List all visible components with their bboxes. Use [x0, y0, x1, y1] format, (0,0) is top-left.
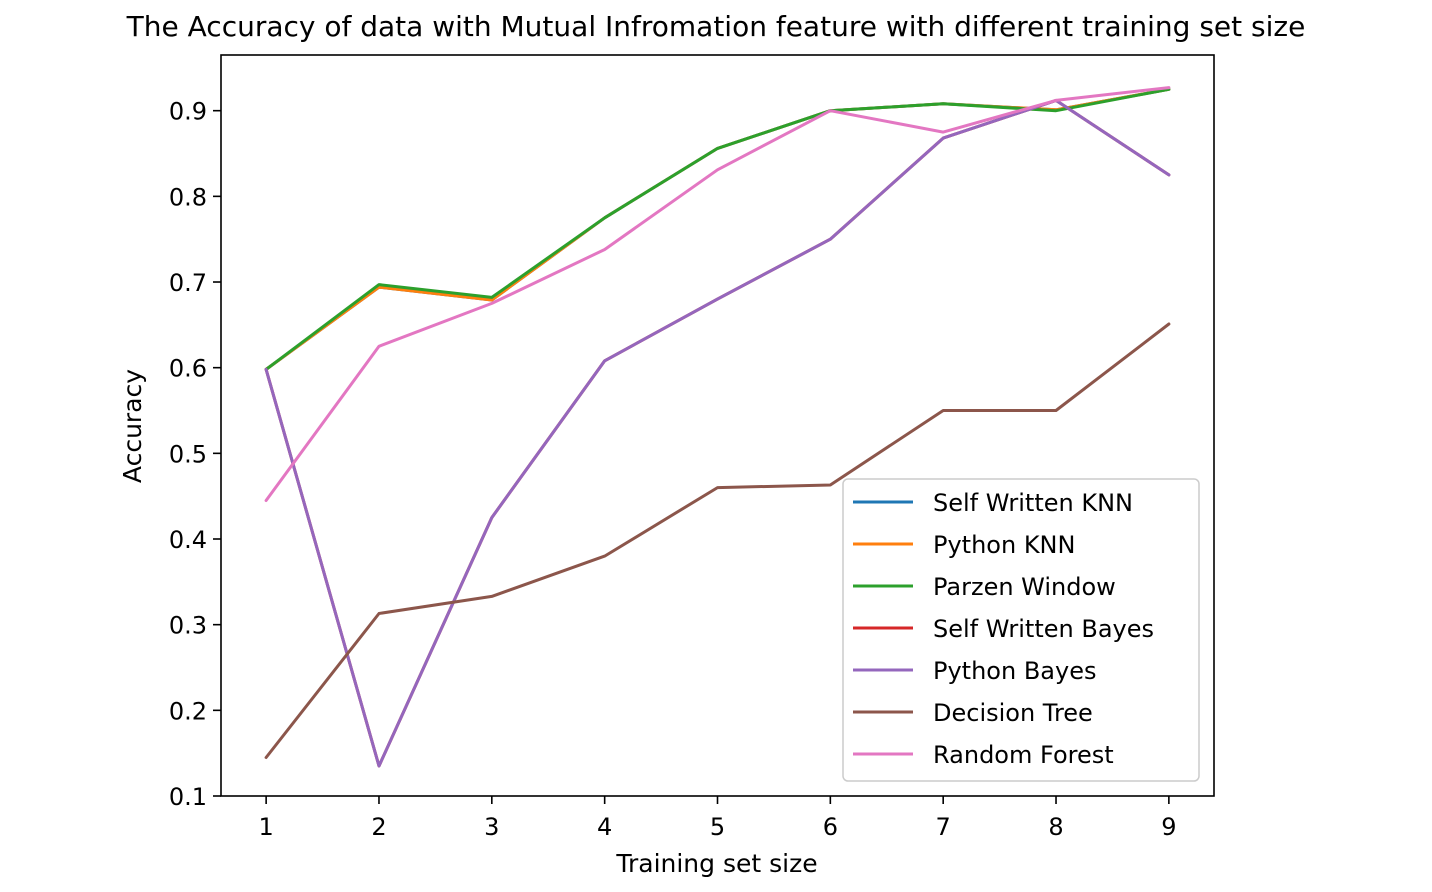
legend: Self Written KNN Python KNN Parzen Window S…: [842, 478, 1200, 782]
legend-frame: [842, 478, 1200, 782]
x-tick-label: 5: [710, 813, 725, 841]
series-line-random-forest: [264, 86, 1171, 502]
x-tick-label: 2: [371, 813, 386, 841]
y-tick-label: 0.5: [169, 440, 207, 468]
y-axis-ticks: 0.1 0.2 0.3 0.4 0.5 0.6 0.7 0.8 0.9: [169, 98, 221, 811]
y-tick-label: 0.4: [169, 526, 207, 554]
y-axis-label: Accuracy: [118, 369, 147, 483]
y-tick-label: 0.1: [169, 783, 207, 811]
legend-label-parzen-window: Parzen Window: [933, 573, 1116, 601]
series-line-python-knn: [264, 87, 1171, 371]
y-tick-label: 0.8: [169, 183, 207, 211]
x-tick-label: 3: [484, 813, 499, 841]
legend-label-python-knn: Python KNN: [933, 531, 1075, 559]
series-line-parzen-window: [264, 87, 1171, 371]
x-axis-ticks: 1 2 3 4 5 6 7 8 9: [258, 796, 1177, 841]
y-tick-label: 0.7: [169, 269, 207, 297]
legend-label-self-written-knn: Self Written KNN: [933, 489, 1133, 517]
x-axis-label: Training set size: [615, 849, 817, 878]
x-tick-label: 1: [258, 813, 273, 841]
legend-label-python-bayes: Python Bayes: [933, 657, 1096, 685]
series-lines: [264, 86, 1171, 768]
plot-area-frame: [220, 54, 1215, 797]
y-tick-label: 0.2: [169, 697, 207, 725]
x-tick-label: 4: [597, 813, 612, 841]
y-tick-label: 0.6: [169, 355, 207, 383]
y-tick-label: 0.9: [169, 98, 207, 126]
x-tick-label: 8: [1048, 813, 1063, 841]
series-line-decision-tree: [264, 322, 1171, 759]
x-tick-label: 9: [1161, 813, 1176, 841]
legend-label-decision-tree: Decision Tree: [933, 699, 1093, 727]
series-line-self-written-knn: [264, 87, 1171, 371]
x-tick-label: 7: [936, 813, 951, 841]
legend-label-self-written-bayes: Self Written Bayes: [933, 615, 1154, 643]
x-tick-label: 6: [823, 813, 838, 841]
y-tick-label: 0.3: [169, 612, 207, 640]
series-line-python-bayes: [264, 98, 1171, 768]
chart-title: The Accuracy of data with Mutual Infroma…: [126, 10, 1306, 43]
legend-label-random-forest: Random Forest: [933, 741, 1114, 769]
